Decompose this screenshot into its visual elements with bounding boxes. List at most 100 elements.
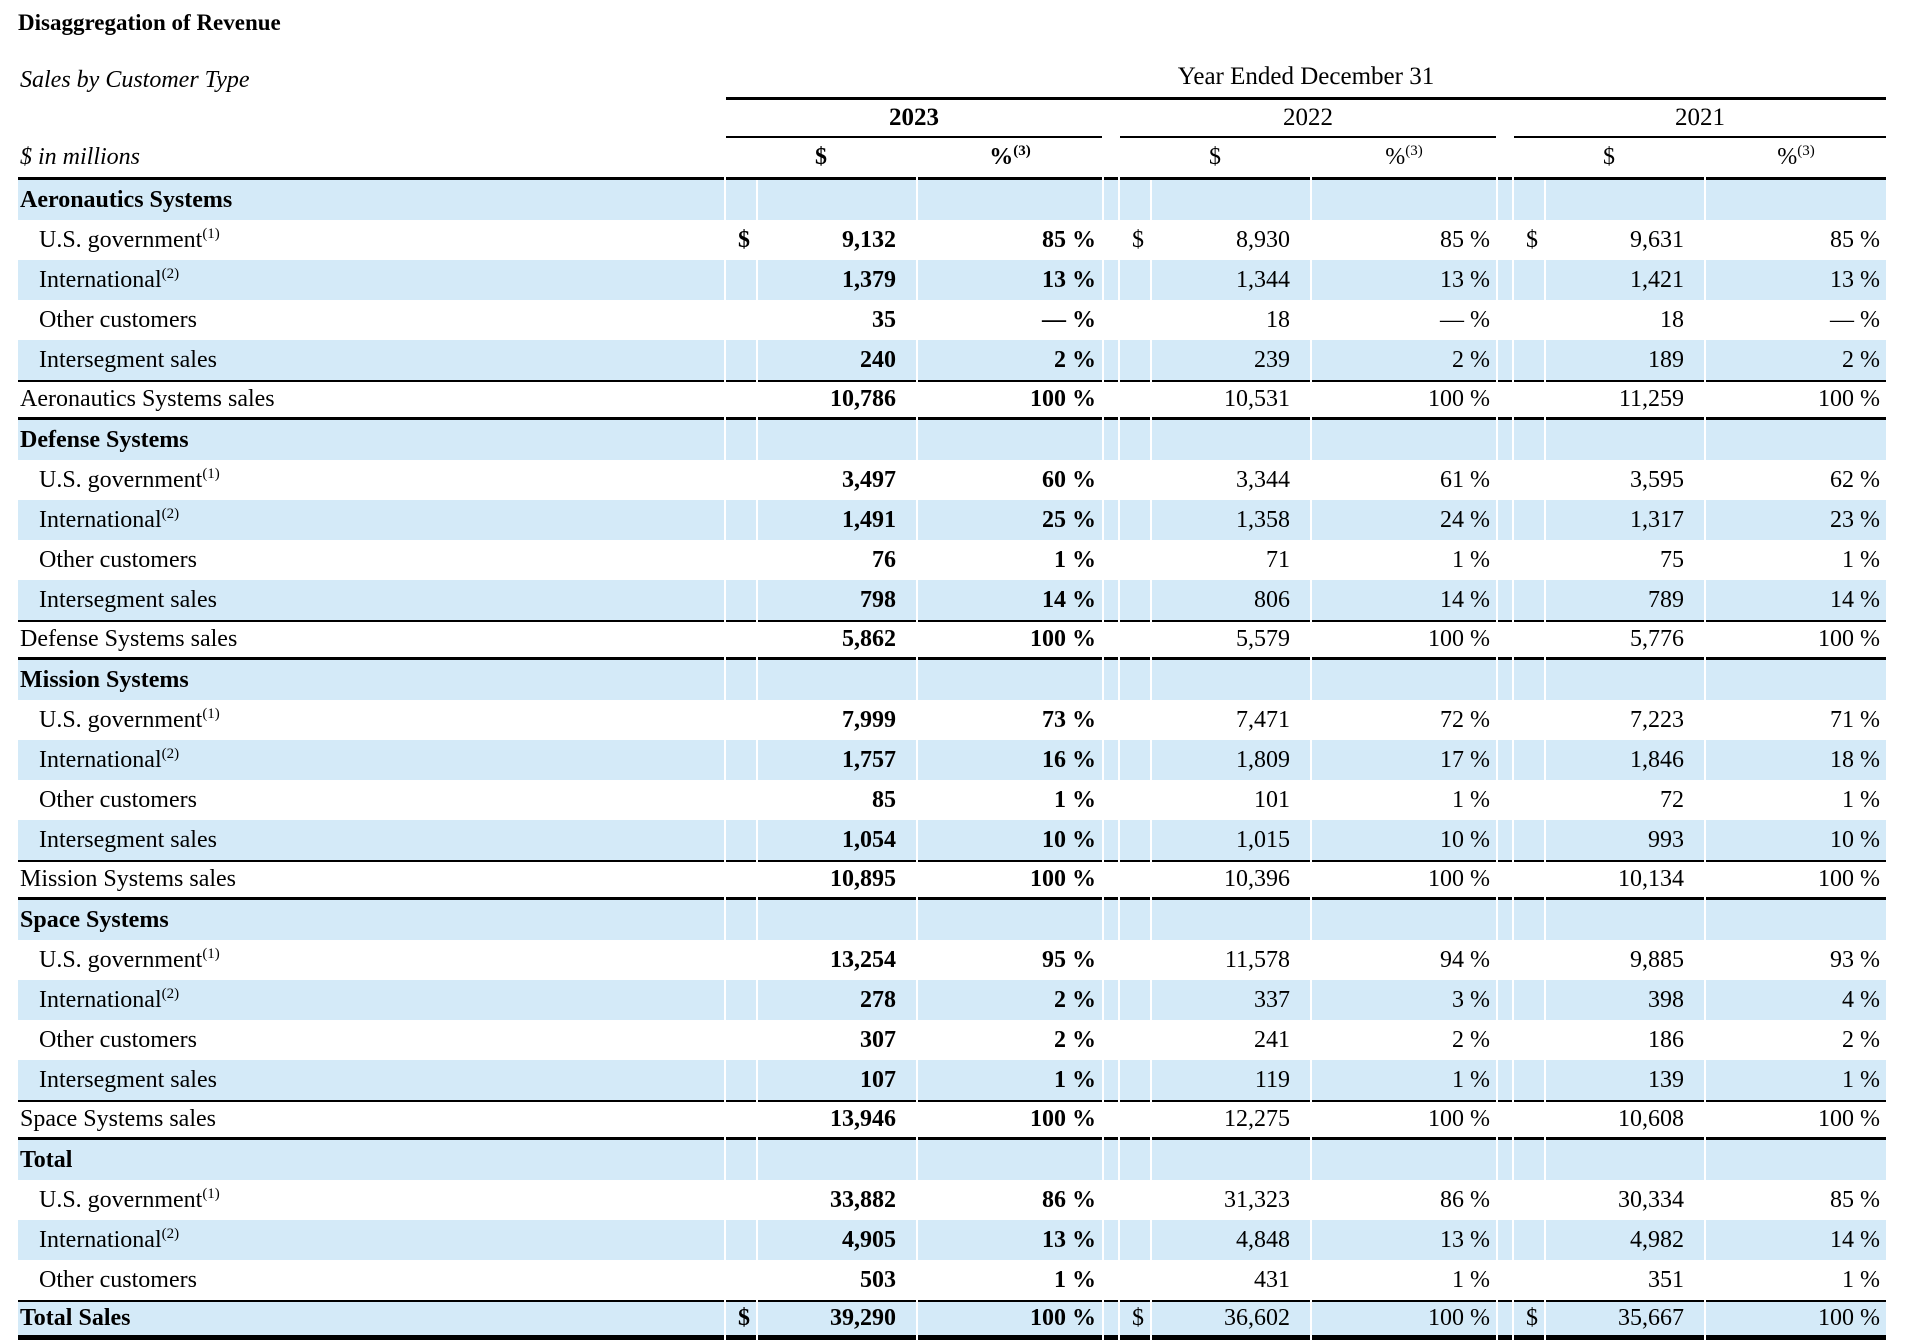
cell-2023-sign — [726, 460, 756, 500]
cell-2021-pct: 14 % — [1706, 1220, 1886, 1260]
footnote-marker: (1) — [202, 945, 220, 962]
cell-2023-val: 503 — [860, 1266, 896, 1293]
cell-2022-sign — [1120, 580, 1150, 620]
footnote-marker-3: (3) — [1405, 143, 1423, 159]
year-header-2021: 2021 — [1514, 100, 1886, 138]
cell-2023-sign: $ — [738, 226, 750, 253]
cell-2023-val: 7,999 — [842, 706, 896, 733]
cell-2022-pct: 13 % — [1312, 260, 1496, 300]
row-label-text: Defense Systems sales — [20, 626, 238, 652]
cell-2023-pct — [918, 1140, 1102, 1180]
cell-2022-pct: 100 % — [1312, 620, 1496, 660]
footnote-marker: (2) — [161, 505, 180, 522]
cell-2021-sign — [1514, 580, 1544, 620]
cell-2023-val — [758, 420, 916, 460]
cell-2023-pct: 14 % — [918, 580, 1102, 620]
row-label: U.S. government(1) — [18, 700, 724, 740]
spacer-cell — [1104, 460, 1118, 500]
cell-2023-val: 13,254 — [830, 946, 896, 973]
cell-2021-pct: 2 % — [1706, 340, 1886, 380]
cell-2021-pct: 10 % — [1706, 820, 1886, 860]
spacer-cell — [1498, 260, 1512, 300]
cell-2022-sign — [1120, 900, 1150, 940]
section-header-row: Defense Systems — [18, 420, 1886, 460]
cell-2021-pct: 85 % — [1830, 226, 1880, 253]
cell-2022-val: 1,809 — [1152, 740, 1310, 780]
cell-2021-pct: 1 % — [1842, 786, 1880, 813]
cell-2022-val: 241 — [1254, 1026, 1290, 1053]
cell-2023-val: 5,862 — [758, 620, 916, 660]
cell-2021-val — [1546, 180, 1704, 220]
cell-2022-val: 12,275 — [1152, 1100, 1310, 1140]
cell-2023-pct: 1 % — [1054, 786, 1096, 813]
spacer-cell — [1104, 1100, 1118, 1140]
cell-2023-val: 33,882 — [830, 1186, 896, 1213]
cell-2023-val: 798 — [758, 580, 916, 620]
cell-2023-sign — [726, 780, 756, 820]
cell-2021-val: 11,259 — [1546, 380, 1704, 420]
cell-2022-pct: 2 % — [1312, 340, 1496, 380]
cell-2021-sign — [1514, 1180, 1544, 1220]
spacer-cell — [1104, 980, 1118, 1020]
cell-2023-pct: 2 % — [1054, 1026, 1096, 1053]
cell-2022-pct: 72 % — [1440, 706, 1490, 733]
cell-2021-val: 4,982 — [1546, 1220, 1704, 1260]
cell-2023-val: 240 — [758, 340, 916, 380]
cell-2022-sign — [1120, 1220, 1150, 1260]
cell-2022-val: 119 — [1152, 1060, 1310, 1100]
row-label: Other customers — [18, 540, 724, 580]
percent-symbol: % — [1385, 144, 1406, 170]
table-row: U.S. government(1) 13,254 95 % 11,578 94 % 9,… — [18, 940, 1886, 980]
cell-2023-sign — [726, 1060, 756, 1100]
row-label: Defense Systems — [18, 420, 724, 460]
cell-2022-val: 18 — [1266, 306, 1290, 333]
cell-2021-sign — [1514, 180, 1544, 220]
spacer-cell — [1104, 1020, 1118, 1060]
cell-2021-sign — [1514, 740, 1544, 780]
row-label: Total Sales — [18, 1300, 724, 1340]
row-label-text: Other customers — [39, 546, 197, 573]
spacer-cell — [1104, 340, 1118, 380]
cell-2023-sign — [726, 980, 756, 1020]
cell-2021-val: 72 — [1660, 786, 1684, 813]
cell-2023-sign — [726, 820, 756, 860]
table-row: Other customers 35 — % 18 — % 18 — % — [18, 300, 1886, 340]
cell-2023-pct: 13 % — [918, 1220, 1102, 1260]
spacer-cell — [1104, 700, 1118, 740]
dollar-column-header-2022: $ — [1120, 138, 1310, 180]
cell-2022-sign — [1120, 460, 1150, 500]
row-label: U.S. government(1) — [18, 220, 724, 260]
spacer-cell — [1104, 780, 1118, 820]
cell-2022-pct: 24 % — [1312, 500, 1496, 540]
cell-2023-val — [758, 1140, 916, 1180]
row-label-text: Intersegment sales — [39, 586, 217, 613]
row-label-text: U.S. government — [39, 226, 203, 253]
cell-2023-pct — [918, 660, 1102, 700]
cell-2021-sign — [1514, 900, 1544, 940]
cell-2022-val: 8,930 — [1236, 226, 1290, 253]
row-label: International(2) — [18, 740, 724, 780]
spacer-cell — [1104, 660, 1118, 700]
spacer-cell — [1104, 1220, 1118, 1260]
row-label-text: Aeronautics Systems — [20, 186, 233, 213]
cell-2022-val: 431 — [1254, 1266, 1290, 1293]
cell-2022-pct — [1312, 180, 1496, 220]
cell-2022-sign — [1120, 420, 1150, 460]
spacer-cell — [1498, 138, 1512, 180]
cell-2022-pct — [1312, 420, 1496, 460]
cell-2021-pct: 4 % — [1706, 980, 1886, 1020]
header-row-year-ended: Sales by Customer Type Year Ended Decemb… — [18, 46, 1886, 100]
spacer-cell — [1104, 100, 1118, 138]
cell-2023-sign — [726, 580, 756, 620]
spacer-cell — [1104, 1260, 1118, 1300]
cell-2022-sign — [1120, 700, 1150, 740]
cell-2021-pct: 1 % — [1842, 546, 1880, 573]
cell-2021-pct: 2 % — [1842, 1026, 1880, 1053]
cell-2022-val: 10,531 — [1152, 380, 1310, 420]
cell-2022-pct: 61 % — [1440, 466, 1490, 493]
row-label-text: Space Systems — [20, 906, 169, 933]
cell-2022-pct: 17 % — [1312, 740, 1496, 780]
cell-2023-sign — [726, 180, 756, 220]
cell-2022-sign — [1120, 980, 1150, 1020]
cell-2021-sign — [1514, 860, 1544, 900]
